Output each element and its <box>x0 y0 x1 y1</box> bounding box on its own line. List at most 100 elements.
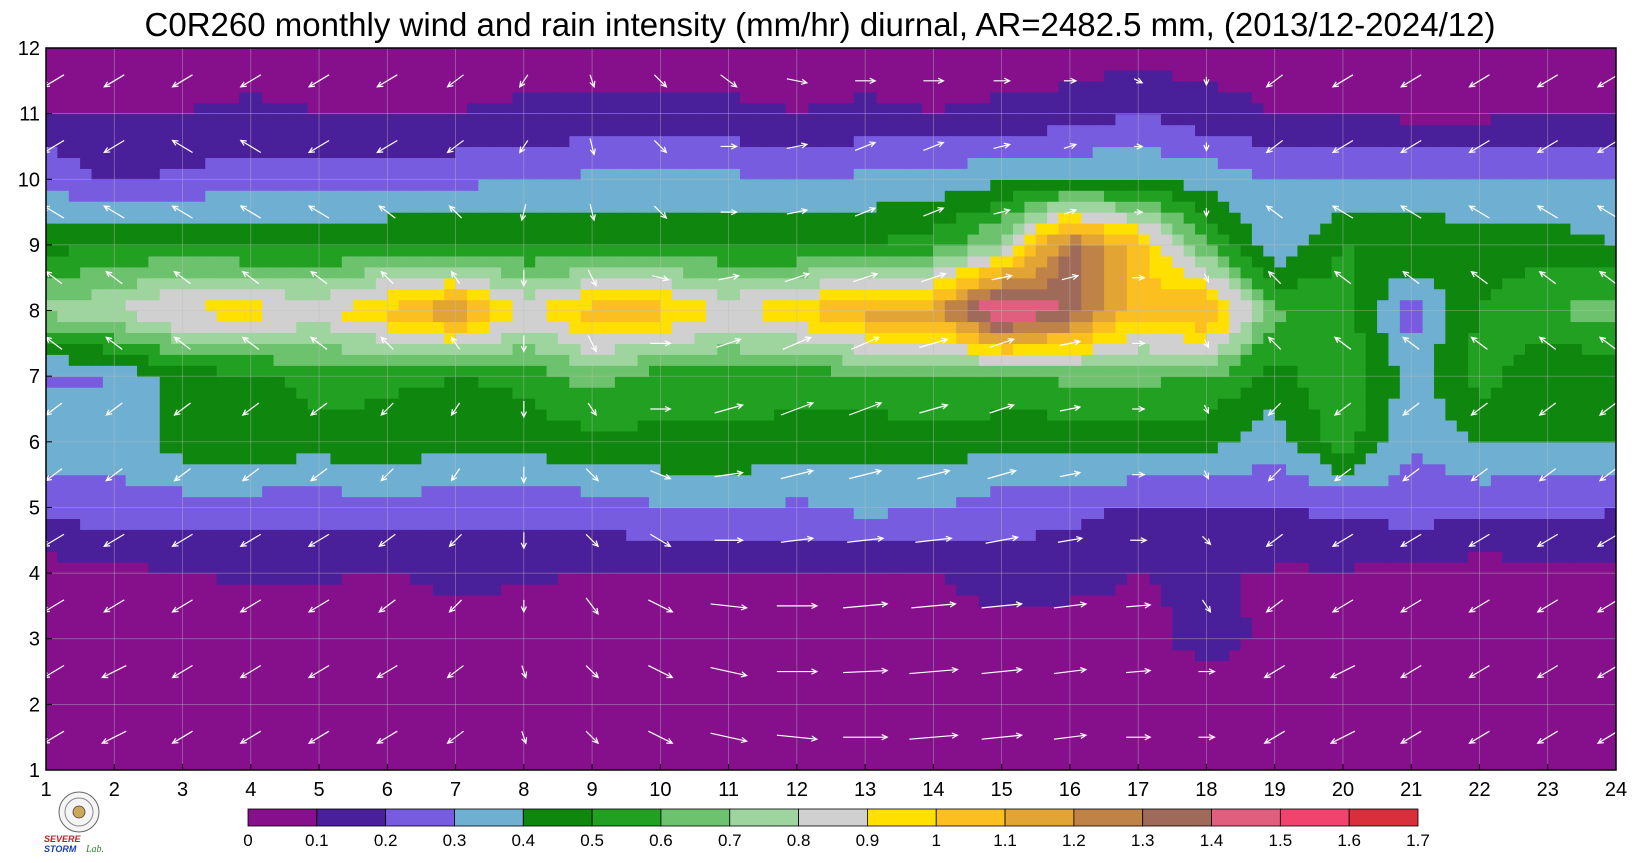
heatmap-cell <box>148 715 161 727</box>
heatmap-cell <box>216 682 229 695</box>
heatmap-cell <box>1422 726 1435 738</box>
heatmap-cell <box>375 529 388 541</box>
heatmap-cell <box>1411 649 1424 662</box>
heatmap-cell <box>796 573 809 585</box>
heatmap-cell <box>296 671 309 684</box>
heatmap-cell <box>956 551 969 563</box>
heatmap-cell <box>1524 616 1537 629</box>
heatmap-cell <box>159 682 172 695</box>
heatmap-cell <box>614 507 627 519</box>
heatmap-cell <box>1115 551 1128 563</box>
heatmap-cell <box>1206 507 1219 519</box>
heatmap-cell <box>683 529 696 541</box>
heatmap-cell <box>876 660 889 673</box>
heatmap-cell <box>478 649 491 662</box>
heatmap-cell <box>990 376 1003 388</box>
heatmap-cell <box>1251 474 1264 487</box>
heatmap-cell <box>1138 584 1151 596</box>
heatmap-cell <box>478 704 491 716</box>
heatmap-cell <box>193 430 206 443</box>
heatmap-cell <box>1456 376 1469 388</box>
heatmap-cell <box>1001 715 1014 727</box>
heatmap-cell <box>1297 518 1310 530</box>
heatmap-cell <box>1445 518 1458 530</box>
heatmap-cell <box>1206 737 1219 749</box>
heatmap-cell <box>1035 759 1048 770</box>
heatmap-cell <box>1126 474 1139 487</box>
heatmap-cell <box>1593 551 1606 563</box>
heatmap-cell <box>569 419 582 432</box>
heatmap-cell <box>250 584 263 596</box>
heatmap-cell <box>68 562 81 574</box>
heatmap-cell <box>205 759 218 770</box>
heatmap-cell <box>341 594 354 607</box>
heatmap-cell <box>1456 638 1469 651</box>
heatmap-cell <box>1149 693 1162 705</box>
heatmap-cell <box>1195 638 1208 651</box>
heatmap-cell <box>46 441 58 454</box>
heatmap-cell <box>239 660 252 673</box>
heatmap-cell <box>512 562 525 574</box>
heatmap-cell <box>1536 627 1549 640</box>
heatmap-cell <box>1195 748 1208 760</box>
heatmap-cell <box>1251 562 1264 574</box>
heatmap-cell <box>739 726 752 738</box>
heatmap-cell <box>933 715 946 727</box>
heatmap-cell <box>717 387 730 399</box>
heatmap-cell <box>1024 584 1037 596</box>
heatmap-cell <box>512 573 525 585</box>
heatmap-cell <box>46 605 58 618</box>
heatmap-cell <box>228 649 241 662</box>
heatmap-cell <box>1365 452 1378 465</box>
heatmap-cell <box>296 518 309 530</box>
heatmap-cell <box>1183 409 1196 421</box>
heatmap-cell <box>694 507 707 519</box>
heatmap-cell <box>330 638 343 651</box>
heatmap-cell <box>102 376 115 388</box>
heatmap-cell <box>1479 759 1492 770</box>
heatmap-cell <box>1559 627 1572 640</box>
heatmap-cell <box>182 452 195 465</box>
heatmap-cell <box>876 529 889 541</box>
heatmap-cell <box>171 715 184 727</box>
heatmap-cell <box>432 671 445 684</box>
heatmap-cell <box>489 704 502 716</box>
heatmap-cell <box>273 409 286 421</box>
heatmap-cell <box>717 759 730 770</box>
heatmap-cell <box>535 507 548 519</box>
heatmap-cell <box>1570 551 1583 563</box>
heatmap-cell <box>967 649 980 662</box>
heatmap-cell <box>387 496 400 509</box>
heatmap-cell <box>1263 726 1276 738</box>
heatmap-cell <box>705 496 718 509</box>
heatmap-cell <box>1490 562 1503 574</box>
heatmap-cell <box>1479 496 1492 509</box>
heatmap-cell <box>1479 518 1492 530</box>
heatmap-cell <box>1456 441 1469 454</box>
heatmap-cell <box>1104 693 1117 705</box>
heatmap-cell <box>296 748 309 760</box>
heatmap-cell <box>1547 605 1560 618</box>
heatmap-cell <box>1536 398 1549 410</box>
heatmap-cell <box>319 474 332 487</box>
heatmap-cell <box>944 474 957 487</box>
heatmap-cell <box>1160 605 1173 618</box>
heatmap-cell <box>1377 573 1390 585</box>
heatmap-cell <box>91 376 104 388</box>
heatmap-cell <box>284 638 297 651</box>
heatmap-cell <box>1195 398 1208 410</box>
heatmap-cell <box>899 649 912 662</box>
heatmap-cell <box>1126 551 1139 563</box>
heatmap-cell <box>990 693 1003 705</box>
heatmap-cell <box>1172 594 1185 607</box>
heatmap-cell <box>1377 737 1390 749</box>
heatmap-cell <box>91 507 104 519</box>
heatmap-cell <box>159 430 172 443</box>
heatmap-cell <box>1274 693 1287 705</box>
heatmap-cell <box>478 627 491 640</box>
heatmap-cell <box>899 594 912 607</box>
heatmap-cell <box>819 605 832 618</box>
heatmap-cell <box>580 452 593 465</box>
heatmap-cell <box>410 584 423 596</box>
heatmap-cell <box>933 409 946 421</box>
